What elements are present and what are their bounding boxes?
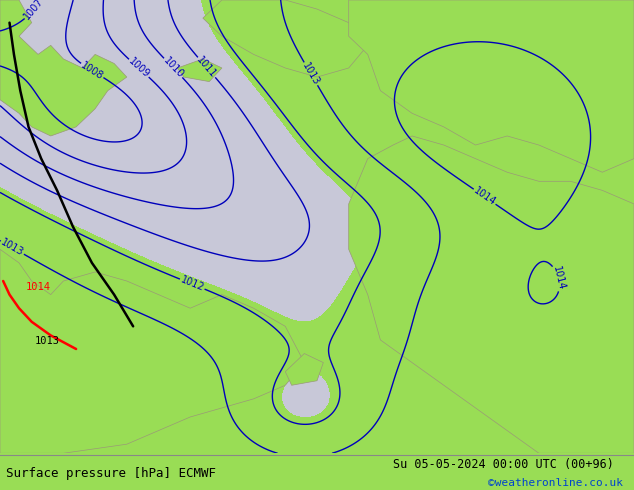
Text: 1013: 1013 (0, 237, 25, 258)
Text: 1009: 1009 (126, 56, 152, 80)
Text: ©weatheronline.co.uk: ©weatheronline.co.uk (488, 478, 623, 489)
Text: 1013: 1013 (35, 337, 60, 346)
Polygon shape (0, 0, 127, 136)
Text: 1008: 1008 (79, 60, 105, 81)
Text: 1014: 1014 (551, 265, 566, 292)
Text: 1012: 1012 (179, 275, 205, 294)
Text: 1013: 1013 (301, 61, 321, 87)
Polygon shape (349, 0, 634, 172)
Polygon shape (0, 249, 304, 453)
Text: 1007: 1007 (22, 0, 46, 22)
Text: 1014: 1014 (472, 186, 498, 208)
Polygon shape (349, 136, 634, 453)
Text: Su 05-05-2024 00:00 UTC (00+96): Su 05-05-2024 00:00 UTC (00+96) (393, 458, 614, 471)
Polygon shape (285, 354, 323, 385)
Text: 1011: 1011 (195, 55, 218, 80)
Text: Surface pressure [hPa] ECMWF: Surface pressure [hPa] ECMWF (6, 467, 216, 480)
Polygon shape (178, 59, 222, 81)
Text: 1010: 1010 (161, 55, 185, 80)
Polygon shape (203, 0, 368, 77)
Text: 1014: 1014 (25, 282, 50, 292)
